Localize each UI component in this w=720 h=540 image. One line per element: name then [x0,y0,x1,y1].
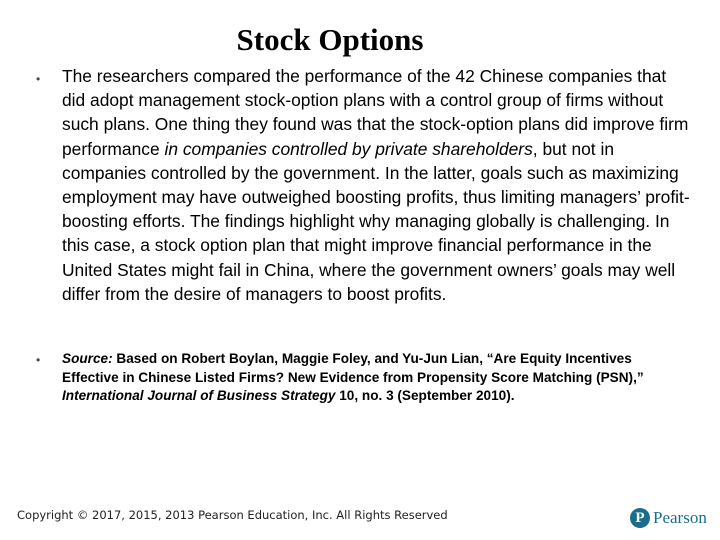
findings-text-part2: , but not in companies controlled by the… [62,138,690,304]
bullet-dot: • [36,353,41,368]
findings-text-italic: in companies controlled by private share… [164,138,533,159]
source-text-part2: 10, no. 3 (September 2010). [335,388,515,404]
pearson-logo-text: Pearson [653,508,707,527]
source-label: Source: [62,351,113,367]
copyright-notice: Copyright © 2017, 2015, 2013 Pearson Edu… [17,508,448,522]
bullet-list: • The researchers compared the performan… [36,64,691,406]
bullet-findings: • The researchers compared the performan… [36,64,691,306]
source-text-part1: Based on Robert Boylan, Maggie Foley, an… [62,351,644,385]
slide-title: Stock Options [236,22,424,57]
source-journal: International Journal of Business Strate… [62,388,336,404]
findings-text-part1: The researchers compared the performance… [62,66,689,159]
pearson-logo: P Pearson [630,506,707,530]
bullet-source: • Source: Based on Robert Boylan, Maggie… [36,350,691,406]
pearson-logo-icon: P [630,508,650,528]
bullet-dot: • [36,72,41,86]
